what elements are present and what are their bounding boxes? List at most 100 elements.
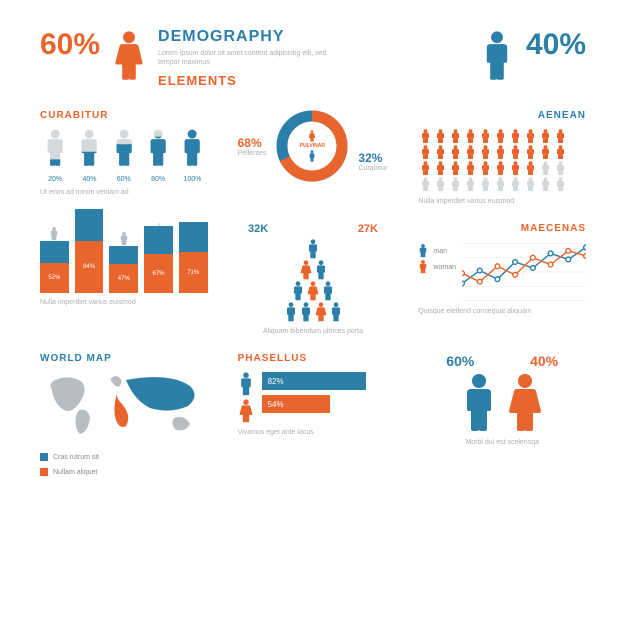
pyr-right-k: 27K: [358, 223, 378, 235]
hbar: 82%: [262, 372, 366, 390]
title: DEMOGRAPHY: [158, 28, 468, 46]
person-icon: [538, 177, 553, 192]
phasellus-panel: PHASELLUS 82%54% Vivamus eget ante lacus: [238, 353, 389, 478]
person-icon: [523, 129, 538, 144]
hbar: 54%: [262, 395, 330, 413]
person-icon: [418, 129, 433, 144]
male-icon: [480, 28, 514, 84]
header: 60% DEMOGRAPHY Lorem ipsum dolor sit ame…: [40, 28, 586, 88]
person-icon: [448, 161, 463, 176]
person-icon: [418, 177, 433, 192]
person-icon: [508, 145, 523, 160]
barchart-panel: 52%84%47%67%71% Nulla imperdiet varius e…: [40, 223, 208, 335]
person-icon: [553, 177, 568, 192]
donut-top-label: Pellentes: [238, 150, 267, 157]
donut-center-label: PULVINAR: [300, 143, 325, 149]
couple-left-pct: 60%: [446, 353, 474, 369]
person-icon: [306, 281, 320, 301]
female-icon: [505, 373, 545, 433]
header-right-pct: 40%: [526, 28, 586, 62]
maecenas-title: MAECENAS: [418, 223, 586, 234]
person-icon: [508, 161, 523, 176]
legend-item: Cras rutrum sit: [40, 453, 208, 461]
bar: 47%: [109, 223, 138, 293]
maecenas-caption: Quisque eleifend consequat aliquam: [418, 308, 586, 315]
worldmap-panel: WORLD MAP Cras rutrum sit Nullam aliquet: [40, 353, 208, 478]
person-icon: [314, 260, 328, 280]
person-icon: [433, 161, 448, 176]
pyramid: [238, 239, 389, 322]
person-icon: [433, 145, 448, 160]
person-icon: [508, 129, 523, 144]
fill-figure: [109, 129, 139, 170]
header-left-pct: 60%: [40, 28, 100, 62]
person-icon: [538, 145, 553, 160]
person-icon: [538, 129, 553, 144]
person-icon: [291, 281, 305, 301]
person-icon: [463, 161, 478, 176]
line-chart: [462, 242, 586, 302]
fill-figure: [177, 129, 207, 170]
legend-item: woman: [418, 260, 456, 274]
person-icon: [478, 177, 493, 192]
phasellus-caption: Vivamus eget ante lacus: [238, 429, 389, 436]
person-icon: [299, 260, 313, 280]
fill-figure: [40, 129, 70, 170]
person-icon: [284, 302, 298, 322]
person-icon: [463, 129, 478, 144]
donut-panel: 68% Pellentes PULVINAR 32% Curabitur: [238, 110, 389, 205]
fill-figure: [74, 129, 104, 170]
fill-label: 80%: [143, 176, 173, 183]
fill-label: 20%: [40, 176, 70, 183]
person-icon: [306, 239, 320, 259]
bar: 52%: [40, 223, 69, 293]
bar-chart: 52%84%47%67%71%: [40, 223, 208, 293]
pyramid-panel: 32K 27K Aliquam bibendum ultrices porta: [238, 223, 389, 335]
person-icon: [523, 145, 538, 160]
maecenas-panel: MAECENAS man woman Quisque eleifend cons…: [418, 223, 586, 335]
person-icon: [478, 145, 493, 160]
female-icon: [112, 28, 146, 84]
male-icon: [459, 373, 499, 433]
person-icon: [493, 145, 508, 160]
curabitur-caption: Ut enim ad minim veniam ad: [40, 189, 208, 196]
bar: 71%: [179, 223, 208, 293]
person-icon: [463, 177, 478, 192]
person-icon: [418, 161, 433, 176]
aenean-caption: Nulla imperdiet varius euismod: [418, 198, 586, 205]
person-icon: [448, 177, 463, 192]
person-icon: [553, 145, 568, 160]
fill-label: 100%: [177, 176, 207, 183]
person-icon: [463, 145, 478, 160]
aenean-title: AENEAN: [418, 110, 586, 121]
person-icon: [508, 177, 523, 192]
person-icon: [478, 129, 493, 144]
bar: 67%: [144, 223, 173, 293]
person-icon: [553, 161, 568, 176]
curabitur-panel: CURABITUR 20%40%60%80%100% Ut enim ad mi…: [40, 110, 208, 205]
person-icon: [448, 145, 463, 160]
donut-chart: PULVINAR: [276, 110, 348, 182]
world-map: [40, 372, 210, 442]
barchart-caption: Nulla imperdiet varius euismod: [40, 299, 208, 306]
subtitle: ELEMENTS: [158, 73, 468, 88]
pyr-caption: Aliquam bibendum ultrices porta: [238, 328, 389, 335]
female-icon: [238, 399, 254, 423]
person-icon: [523, 161, 538, 176]
person-icon: [314, 302, 328, 322]
aenean-panel: AENEAN Nulla imperdiet varius euismod: [418, 110, 586, 205]
person-icon: [493, 177, 508, 192]
person-icon: [433, 129, 448, 144]
person-icon: [418, 145, 433, 160]
male-icon: [238, 372, 254, 396]
person-icon: [478, 161, 493, 176]
person-icon: [329, 302, 343, 322]
male-icon: [308, 150, 316, 162]
tagline: Lorem ipsum dolor sit amet content adipi…: [158, 49, 338, 67]
person-icon: [433, 177, 448, 192]
person-icon: [538, 161, 553, 176]
donut-bot-pct: 32%: [358, 151, 387, 165]
couple-panel: 60% 40% Morbi dui est scelerisqa: [418, 353, 586, 478]
person-icon: [493, 161, 508, 176]
fill-label: 40%: [74, 176, 104, 183]
